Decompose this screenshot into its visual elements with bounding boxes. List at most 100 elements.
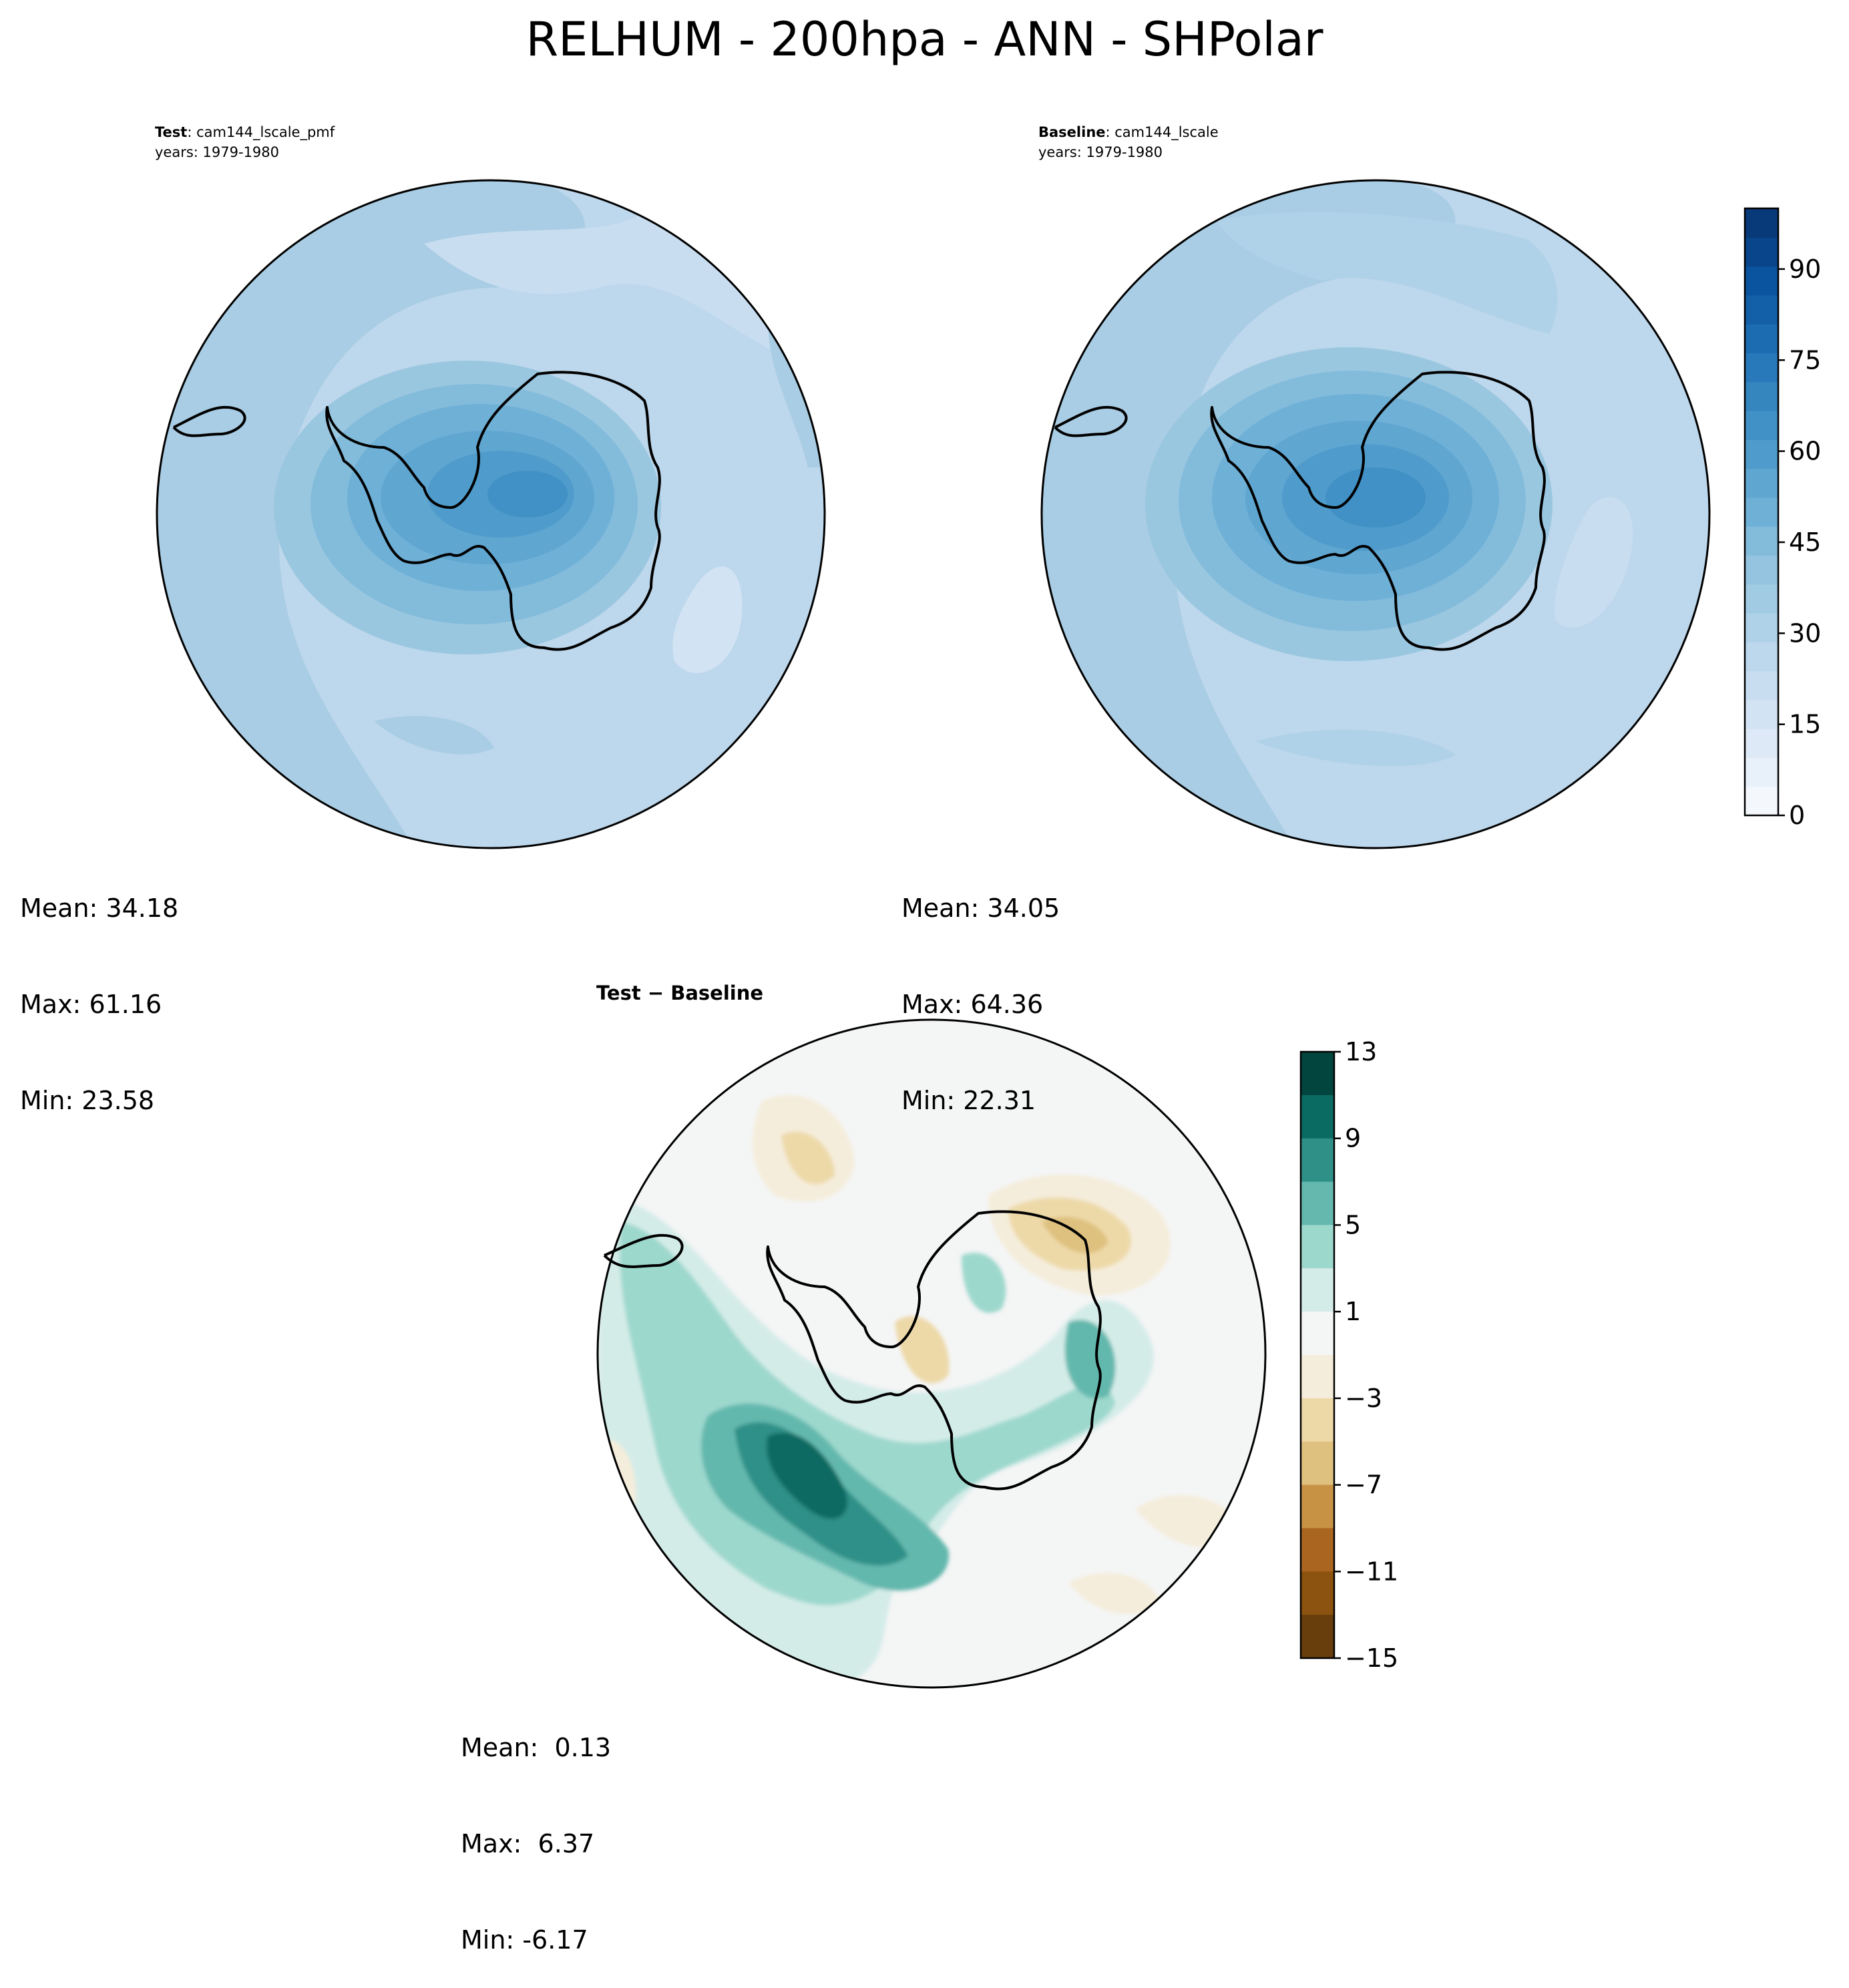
main-colorbar-segment <box>1745 642 1778 672</box>
main-colorbar-segment <box>1745 555 1778 585</box>
diff-colorbar-segment <box>1301 1225 1334 1269</box>
main-colorbar-segment <box>1745 353 1778 383</box>
diff-colorbar-segment <box>1301 1398 1334 1442</box>
main-colorbar-segment <box>1745 757 1778 787</box>
main-colorbar-segment <box>1745 294 1778 325</box>
diff-colorbar-segment <box>1301 1138 1334 1183</box>
baseline-label-bold: Baseline <box>1038 124 1106 140</box>
diff-band-5 <box>767 1432 847 1519</box>
diff-colorbar-tick-label: −15 <box>1345 1643 1398 1673</box>
diff-stats: Mean: 0.13 Max: 6.37 Min: -6.17 <box>461 1667 611 1988</box>
main-colorbar-segment <box>1745 497 1778 527</box>
test-stat-max: Max: 61.16 <box>20 990 162 1019</box>
diff-colorbar-segment <box>1301 1571 1334 1615</box>
diff-colorbar-tick-label: −7 <box>1345 1470 1382 1500</box>
baseline-north-band <box>1215 212 1558 334</box>
diff-title: Test − Baseline <box>596 982 764 1004</box>
coastlines <box>172 371 1546 1490</box>
main-colorbar-segment <box>1745 613 1778 642</box>
test-map-frame <box>156 179 826 849</box>
baseline-stats: Mean: 34.05 Max: 64.36 Min: 22.31 <box>901 828 1060 1149</box>
baseline-map-frame <box>1040 179 1711 849</box>
diff-dry-8 <box>1068 1573 1162 1614</box>
main-colorbar-segment <box>1745 699 1778 729</box>
diff-colorbar-segment <box>1301 1095 1334 1139</box>
diff-colorbar-segment <box>1301 1312 1334 1356</box>
baseline-map <box>1042 180 1709 848</box>
main-colorbar-segment <box>1745 584 1778 614</box>
maps-layer: 0 15 30 45 60 75 90 13 9 5 1 −3 −7 −11 −15 <box>156 179 1821 1689</box>
diff-colorbar-segment <box>1301 1615 1334 1659</box>
figure-title: RELHUM - 200hpa - ANN - SHPolar <box>526 12 1323 67</box>
baseline-contour-6 <box>1325 467 1426 528</box>
main-colorbar-tick-label: 60 <box>1789 437 1821 466</box>
diff-colorbar-tick-label: 9 <box>1345 1124 1361 1153</box>
main-colorbar-tick-label: 15 <box>1789 710 1821 739</box>
diff-spot-2 <box>1064 1320 1116 1399</box>
diff-colorbar-tick-label: 5 <box>1345 1210 1361 1239</box>
diff-colorbar-segment <box>1301 1355 1334 1399</box>
baseline-stat-mean: Mean: 34.05 <box>901 893 1060 923</box>
baseline-stat-min: Min: 22.31 <box>901 1086 1036 1115</box>
test-east-band <box>768 321 825 467</box>
main-colorbar-segment <box>1745 381 1778 411</box>
diff-stat-max: Max: 6.37 <box>461 1829 595 1858</box>
baseline-panel-header: Baseline: cam144_lscale years: 1979-1980 <box>1038 122 1219 162</box>
main-colorbar-tick-label: 0 <box>1789 801 1805 830</box>
main-colorbar-segment <box>1745 237 1778 267</box>
test-contour-6 <box>487 471 568 518</box>
diff-stat-mean: Mean: 0.13 <box>461 1733 612 1762</box>
diff-south-america <box>603 1233 684 1268</box>
baseline-stat-max: Max: 64.36 <box>901 990 1044 1019</box>
test-south-patch <box>374 716 494 755</box>
baseline-south-patch <box>1255 729 1456 767</box>
test-stat-min: Min: 23.58 <box>20 1086 155 1115</box>
test-west-band <box>157 180 586 848</box>
test-antarctica-outline <box>325 371 661 651</box>
test-stat-mean: Mean: 34.18 <box>20 893 179 923</box>
main-colorbar-segment <box>1745 411 1778 440</box>
test-years: years: 1979-1980 <box>155 144 280 160</box>
diff-colorbar-segment <box>1301 1268 1334 1312</box>
diff-colorbar-segment <box>1301 1052 1334 1096</box>
baseline-label-case: : cam144_lscale <box>1105 124 1219 140</box>
main-colorbar-segment <box>1745 670 1778 701</box>
main-colorbar-segment <box>1745 324 1778 354</box>
diff-colorbar-tick-label: −3 <box>1345 1384 1382 1413</box>
test-map <box>157 180 825 848</box>
main-colorbar-segment <box>1745 526 1778 556</box>
test-label-case: : cam144_lscale_pmf <box>187 124 335 140</box>
test-panel-header: Test: cam144_lscale_pmf years: 1979-1980 <box>155 122 335 162</box>
main-colorbar: 0 15 30 45 60 75 90 <box>1743 207 1821 830</box>
main-colorbar-segment <box>1745 208 1778 238</box>
test-label-bold: Test <box>155 124 188 140</box>
diff-map-frame <box>596 1018 1267 1689</box>
baseline-south-america <box>1054 405 1128 437</box>
diff-colorbar: 13 9 5 1 −3 −7 −11 −15 <box>1299 1037 1398 1673</box>
main-colorbar-segment <box>1745 439 1778 469</box>
baseline-antarctica-outline <box>1210 371 1546 651</box>
diff-colorbar-tick-label: 13 <box>1345 1037 1377 1066</box>
baseline-years: years: 1979-1980 <box>1038 144 1163 160</box>
diff-spot-1 <box>962 1253 1006 1314</box>
diff-map <box>598 1020 1265 1687</box>
diff-colorbar-segment <box>1301 1181 1334 1226</box>
diff-colorbar-tick-label: 1 <box>1345 1297 1361 1326</box>
main-colorbar-segment <box>1745 266 1778 296</box>
test-stats: Mean: 34.18 Max: 61.16 Min: 23.58 <box>20 828 178 1149</box>
diff-colorbar-segment <box>1301 1484 1334 1529</box>
test-dry-spot <box>672 566 743 673</box>
main-colorbar-tick-label: 30 <box>1789 618 1821 648</box>
diff-stat-min: Min: -6.17 <box>461 1925 588 1955</box>
diff-colorbar-tick-label: −11 <box>1345 1557 1398 1586</box>
main-colorbar-tick-label: 90 <box>1789 254 1821 284</box>
diff-colorbar-segment <box>1301 1441 1334 1486</box>
main-colorbar-tick-label: 45 <box>1789 528 1821 557</box>
main-colorbar-segment <box>1745 468 1778 498</box>
diff-dry-3 <box>1042 1216 1108 1253</box>
diff-colorbar-segment <box>1301 1528 1334 1572</box>
diff-dry-5 <box>781 1131 835 1185</box>
main-colorbar-tick-label: 75 <box>1789 345 1821 375</box>
baseline-west-band <box>1042 180 1456 848</box>
test-south-america <box>172 405 246 437</box>
